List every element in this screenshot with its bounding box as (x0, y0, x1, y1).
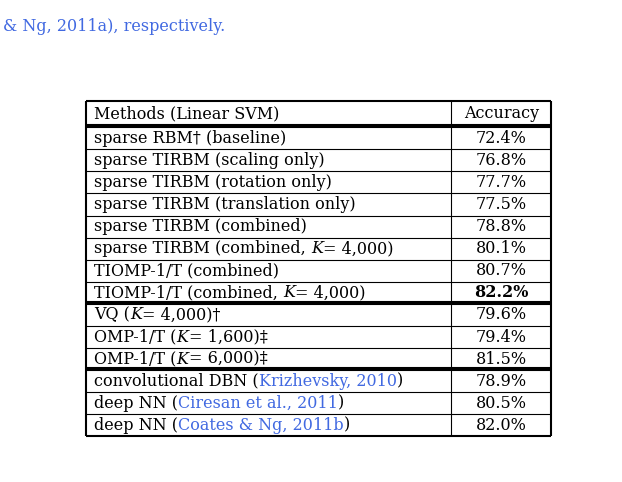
Text: Coates & Ng, 2011b: Coates & Ng, 2011b (178, 417, 344, 434)
Text: = 4,000)†: = 4,000)† (142, 307, 221, 323)
Text: OMP-1/T (: OMP-1/T ( (94, 329, 177, 346)
Text: 76.8%: 76.8% (476, 152, 527, 169)
Text: sparse RBM† (baseline): sparse RBM† (baseline) (94, 130, 286, 147)
Text: TIOMP-1/T (combined,: TIOMP-1/T (combined, (94, 284, 283, 301)
Text: deep NN (: deep NN ( (94, 395, 178, 412)
Text: ): ) (338, 395, 344, 412)
Text: 77.5%: 77.5% (476, 196, 527, 213)
Text: = 4,000): = 4,000) (295, 284, 366, 301)
Text: & Ng, 2011a), respectively.: & Ng, 2011a), respectively. (3, 18, 225, 35)
Text: 77.7%: 77.7% (476, 174, 527, 191)
Text: K: K (177, 350, 188, 368)
Text: TIOMP-1/T (combined): TIOMP-1/T (combined) (94, 262, 279, 279)
Text: Methods (Linear SVM): Methods (Linear SVM) (94, 106, 279, 122)
Text: Krizhevsky, 2010: Krizhevsky, 2010 (259, 373, 397, 389)
Text: 72.4%: 72.4% (476, 130, 527, 147)
Text: = 1,600)‡: = 1,600)‡ (188, 329, 267, 346)
Text: 80.1%: 80.1% (476, 240, 527, 257)
Text: Ciresan et al., 2011: Ciresan et al., 2011 (178, 395, 338, 412)
Text: convolutional DBN (: convolutional DBN ( (94, 373, 259, 389)
Text: deep NN (: deep NN ( (94, 417, 178, 434)
Text: 80.5%: 80.5% (476, 395, 527, 412)
Text: 80.7%: 80.7% (476, 262, 527, 279)
Text: 78.8%: 78.8% (476, 218, 527, 235)
Text: VQ (: VQ ( (94, 307, 130, 323)
Text: 82.2%: 82.2% (474, 284, 529, 301)
Text: 79.4%: 79.4% (476, 329, 527, 346)
Text: sparse TIRBM (combined): sparse TIRBM (combined) (94, 218, 307, 235)
Text: OMP-1/T (: OMP-1/T ( (94, 350, 177, 368)
Text: ): ) (344, 417, 350, 434)
Text: K: K (311, 240, 323, 257)
Text: K: K (130, 307, 142, 323)
Text: sparse TIRBM (translation only): sparse TIRBM (translation only) (94, 196, 356, 213)
Text: = 4,000): = 4,000) (323, 240, 394, 257)
Text: 78.9%: 78.9% (476, 373, 527, 389)
Text: 79.6%: 79.6% (476, 307, 527, 323)
Text: sparse TIRBM (combined,: sparse TIRBM (combined, (94, 240, 311, 257)
Text: sparse TIRBM (scaling only): sparse TIRBM (scaling only) (94, 152, 325, 169)
Text: sparse TIRBM (rotation only): sparse TIRBM (rotation only) (94, 174, 332, 191)
Text: = 6,000)‡: = 6,000)‡ (188, 350, 267, 368)
Text: Accuracy: Accuracy (463, 106, 539, 122)
Text: K: K (177, 329, 188, 346)
Text: 81.5%: 81.5% (476, 350, 527, 368)
Text: K: K (283, 284, 295, 301)
Text: ): ) (397, 373, 403, 389)
Text: 82.0%: 82.0% (476, 417, 527, 434)
